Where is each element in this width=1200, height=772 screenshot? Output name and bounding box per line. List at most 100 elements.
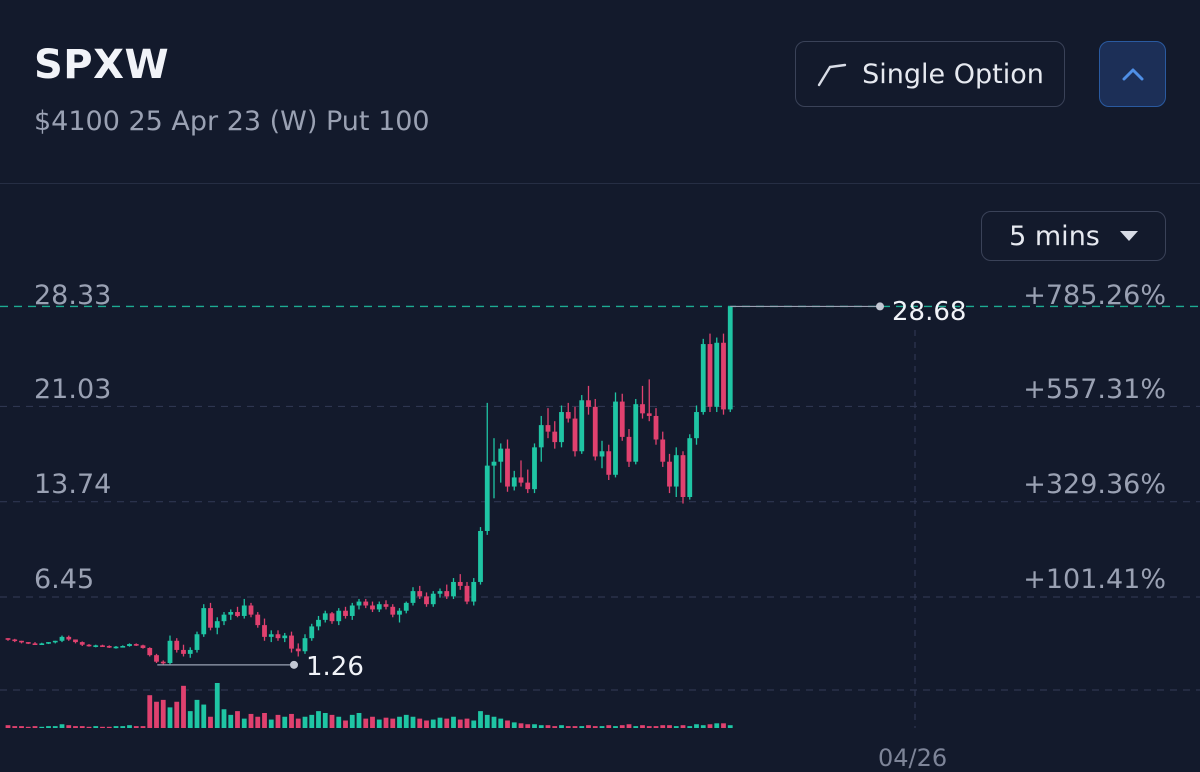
candle-body (241, 605, 247, 616)
volume-bar (93, 726, 99, 728)
candle-body (187, 649, 193, 654)
volume-bar (194, 699, 200, 728)
y-tick-percent-label: +101.41% (1023, 564, 1166, 595)
volume-bar (390, 718, 396, 728)
caret-down-icon (1119, 231, 1138, 241)
volume-bar (518, 723, 524, 728)
candle-body (484, 465, 490, 531)
volume-bar (39, 726, 45, 728)
volume-bar (680, 725, 686, 728)
candle-body (687, 438, 693, 498)
candle-body (403, 602, 409, 611)
candle-body (518, 477, 524, 483)
candle-body (505, 448, 510, 487)
candle-body (532, 447, 537, 490)
candle-body (25, 642, 31, 644)
volume-bar (660, 725, 666, 728)
candle-body (39, 643, 45, 646)
single-option-button[interactable]: Single Option (795, 41, 1065, 107)
candle-body (174, 640, 180, 650)
volume-bar (140, 726, 146, 728)
candle-body (579, 400, 585, 452)
candle-body (640, 404, 645, 414)
candle-body (694, 412, 699, 439)
volume-bar (241, 718, 247, 728)
volume-bar (370, 716, 375, 728)
volume-bar (12, 726, 18, 728)
volume-bar (491, 716, 497, 728)
volume-bar (167, 707, 173, 728)
candle-body (538, 425, 544, 448)
y-tick-label: 6.45 (34, 564, 95, 595)
last-price-dot (876, 302, 884, 311)
volume-bar (673, 726, 679, 728)
volume-bar (586, 725, 591, 728)
volume-bar (120, 726, 126, 728)
collapse-button[interactable] (1099, 41, 1166, 107)
candle-body (147, 647, 153, 656)
interval-label: 5 mins (1009, 220, 1100, 252)
candle-body (680, 455, 686, 498)
candle-body (646, 413, 652, 416)
candle-body (322, 613, 328, 620)
volume-bar (532, 724, 537, 728)
volume-bar (235, 711, 240, 728)
contract-description: $4100 25 Apr 23 (W) Put 100 (34, 106, 430, 137)
candle-body (619, 401, 625, 437)
candle-body (721, 342, 726, 410)
volume-bar (687, 726, 693, 728)
volume-bar (619, 725, 625, 728)
volume-bar (572, 726, 578, 728)
candle-body (660, 439, 666, 462)
volume-bar (113, 726, 119, 728)
volume-bar (100, 726, 105, 728)
candle-body (113, 646, 119, 649)
volume-bar (451, 716, 456, 728)
candle-body (457, 581, 463, 586)
y-tick-percent-label: +557.31% (1023, 374, 1166, 405)
volume-bar (309, 714, 315, 728)
candle-body (66, 636, 72, 640)
candle-body (100, 645, 105, 647)
x-axis-date-label: 04/26 (878, 744, 948, 772)
volume-bar (201, 704, 207, 728)
volume-bar (424, 720, 429, 728)
volume-bar (221, 709, 227, 728)
candle-body (430, 593, 436, 605)
volume-bar (464, 718, 470, 728)
candle-body (727, 306, 733, 410)
candle-body (424, 596, 429, 605)
volume-bar (694, 724, 699, 728)
volume-bar (707, 724, 713, 728)
candle-body (437, 591, 443, 594)
volume-bar (302, 716, 308, 728)
volume-bar (127, 725, 132, 728)
volume-bar (59, 724, 65, 728)
volume-bar (356, 713, 362, 728)
volume-bar (559, 725, 564, 728)
candle-body (397, 610, 402, 615)
volume-bar (46, 726, 51, 728)
volume-bar (457, 719, 463, 728)
candle-body (154, 655, 159, 662)
volume-bar (208, 716, 213, 728)
candle-body (349, 605, 355, 616)
candle-body (19, 640, 24, 643)
volume-bar (538, 725, 544, 728)
volume-bar (727, 725, 733, 728)
candle-body (572, 418, 578, 452)
volume-bar (397, 716, 402, 728)
volume-bar (181, 685, 186, 728)
candle-body (471, 581, 477, 602)
volume-bar (511, 722, 517, 728)
candle-body (181, 649, 186, 654)
candle-body (336, 610, 342, 622)
candle-body (545, 425, 551, 432)
volume-bar (417, 718, 423, 728)
volume-bar (262, 713, 267, 728)
candle-body (160, 661, 166, 664)
candle-body (316, 619, 321, 627)
volume-bar (79, 726, 85, 728)
interval-selector[interactable]: 5 mins (981, 211, 1166, 261)
